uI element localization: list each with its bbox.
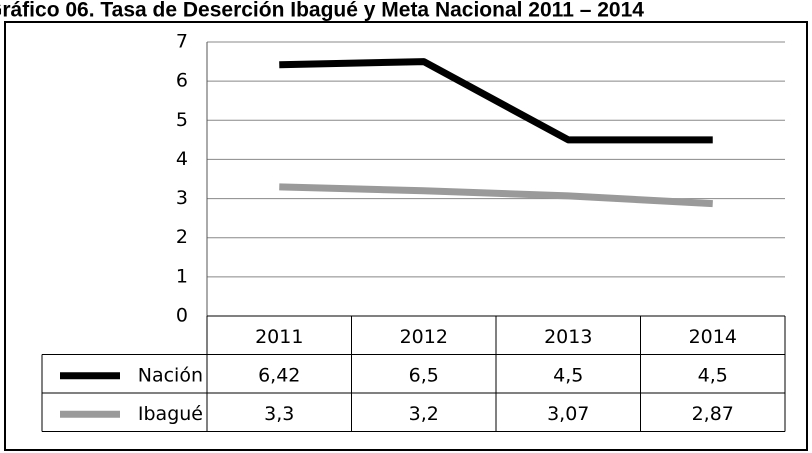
x-tick-label: 2011 [255, 326, 303, 348]
y-tick-label: 2 [176, 226, 188, 248]
table-value: 3,3 [264, 403, 294, 425]
series-line [279, 58, 713, 144]
y-tick-label: 6 [176, 70, 188, 92]
legend-label: Ibagué [138, 403, 203, 425]
table-value: 3,2 [409, 403, 439, 425]
table-value: 2,87 [692, 403, 734, 425]
y-tick-label: 7 [176, 31, 188, 53]
y-tick-label: 1 [176, 265, 188, 287]
table-value: 3,07 [547, 403, 589, 425]
chart-border [4, 21, 808, 451]
x-tick-label: 2014 [689, 326, 737, 348]
x-tick-label: 2012 [400, 326, 448, 348]
x-tick-label: 2013 [544, 326, 592, 348]
chart-title: Gráfico 06. Tasa de Deserción Ibagué y M… [0, 0, 644, 22]
table-value: 4,5 [553, 364, 583, 386]
table-value: 4,5 [698, 364, 728, 386]
y-tick-label: 5 [176, 109, 188, 131]
y-tick-label: 3 [176, 187, 188, 209]
series-line [279, 183, 713, 208]
legend-label: Nación [138, 364, 203, 386]
y-tick-label: 4 [176, 148, 188, 170]
table-value: 6,42 [258, 364, 300, 386]
y-tick-label: 0 [176, 305, 188, 327]
table-value: 6,5 [409, 364, 439, 386]
